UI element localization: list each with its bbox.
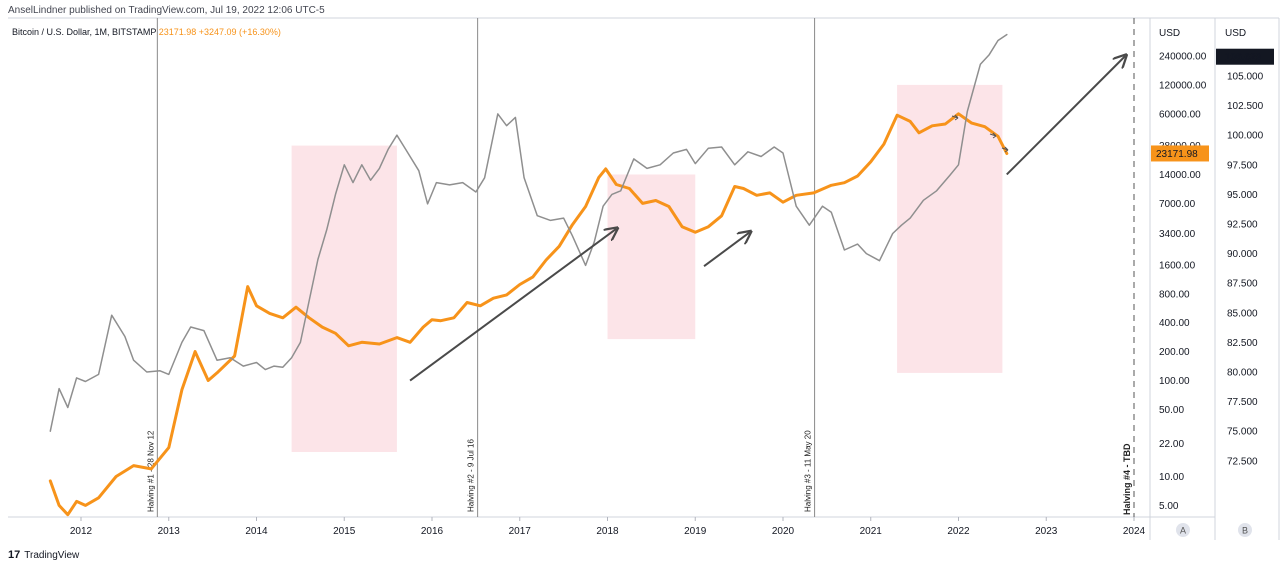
- left-scale-tick: 50.00: [1159, 405, 1184, 416]
- symbol-name: Bitcoin / U.S. Dollar, 1M, BITSTAMP: [12, 27, 157, 37]
- last-value-label: 106.629: [1225, 52, 1262, 63]
- left-scale-tick: 1600.00: [1159, 260, 1196, 271]
- left-scale-tick: 22.00: [1159, 439, 1184, 450]
- x-tick-label: 2015: [333, 526, 356, 537]
- left-scale-tick: 800.00: [1159, 289, 1190, 300]
- overlay-line: [49, 33, 1008, 432]
- right-scale-tick: 90.000: [1227, 249, 1258, 260]
- left-scale-tick: 120000.00: [1159, 80, 1207, 91]
- left-scale-tick: 10.00: [1159, 472, 1184, 483]
- publish-info: AnselLindner published on TradingView.co…: [8, 5, 325, 16]
- highlight-zone: [607, 174, 696, 340]
- right-scale-tick: 77.500: [1227, 397, 1258, 408]
- scale-b-button-label: B: [1242, 526, 1248, 536]
- x-tick-label: 2021: [860, 526, 883, 537]
- left-scale-tick: 400.00: [1159, 318, 1190, 329]
- left-scale-tick: 7000.00: [1159, 199, 1196, 210]
- left-scale-tick: 5.00: [1159, 501, 1179, 512]
- halving-label: Halving #2 - 9 Jul 16: [467, 439, 476, 512]
- left-scale-tick: 200.00: [1159, 347, 1190, 358]
- last-price-label: 23171.98: [1156, 149, 1198, 160]
- right-scale-tick: 82.500: [1227, 338, 1258, 349]
- right-scale-tick: 97.500: [1227, 160, 1258, 171]
- right-scale-tick: 85.000: [1227, 308, 1258, 319]
- tradingview-logo-icon: 17: [8, 549, 21, 561]
- btc-price-line: [48, 112, 1009, 517]
- trend-arrow: [409, 229, 616, 382]
- mini-arrow-icon: [951, 114, 959, 121]
- left-scale-tick: 100.00: [1159, 376, 1190, 387]
- x-tick-label: 2012: [70, 526, 93, 537]
- highlight-zone: [897, 84, 1003, 373]
- halving-label: Halving #4 - TBD: [1122, 443, 1132, 515]
- mini-arrow-icon: [1001, 146, 1009, 153]
- x-tick-label: 2024: [1123, 526, 1146, 537]
- right-scale-tick: 105.000: [1227, 72, 1264, 83]
- trend-arrow: [703, 232, 750, 268]
- x-tick-label: 2018: [596, 526, 619, 537]
- x-tick-label: 2013: [158, 526, 181, 537]
- x-tick-label: 2017: [509, 526, 532, 537]
- x-tick-label: 2023: [1035, 526, 1058, 537]
- x-tick-label: 2020: [772, 526, 795, 537]
- right-scale-tick: 100.000: [1227, 131, 1264, 142]
- last-value-badge: [1216, 48, 1274, 65]
- x-tick-label: 2019: [684, 526, 707, 537]
- x-tick-label: 2014: [245, 526, 268, 537]
- symbol-legend: Bitcoin / U.S. Dollar, 1M, BITSTAMP 2317…: [12, 27, 281, 37]
- left-scale-tick: 3400.00: [1159, 229, 1196, 240]
- right-scale-tick: 72.500: [1227, 456, 1258, 467]
- right-scale-tick: 87.500: [1227, 279, 1258, 290]
- right-scale-tick: 92.500: [1227, 220, 1258, 231]
- halving-label: Halving #3 - 11 May 20: [804, 430, 813, 512]
- right-scale-tick: 102.500: [1227, 101, 1264, 112]
- right-scale-tick: 80.000: [1227, 368, 1258, 379]
- scale-a-button[interactable]: [1176, 523, 1190, 537]
- mini-arrow-icon: [989, 132, 997, 139]
- left-scale-tick: 14000.00: [1159, 170, 1201, 181]
- scale-a-title: USD: [1159, 28, 1180, 39]
- left-scale-tick: 240000.00: [1159, 52, 1207, 63]
- tradingview-brand[interactable]: 17 TradingView: [8, 549, 79, 561]
- x-tick-label: 2016: [421, 526, 444, 537]
- last-price-badge: [1151, 145, 1209, 162]
- halving-label: Halving #1 - 28 Nov 12: [146, 430, 155, 512]
- trend-arrow: [1006, 56, 1125, 176]
- scale-b-title: USD: [1225, 28, 1246, 39]
- scale-a-button-label: A: [1180, 526, 1186, 536]
- left-scale-tick: 60000.00: [1159, 109, 1201, 120]
- symbol-values: 23171.98 +3247.09 (+16.30%): [158, 27, 281, 37]
- x-tick-label: 2022: [947, 526, 970, 537]
- highlight-zone: [291, 145, 397, 453]
- scale-b-button[interactable]: [1238, 523, 1252, 537]
- right-scale-tick: 95.000: [1227, 190, 1258, 201]
- right-scale-tick: 75.000: [1227, 427, 1258, 438]
- brand-name: TradingView: [24, 549, 80, 561]
